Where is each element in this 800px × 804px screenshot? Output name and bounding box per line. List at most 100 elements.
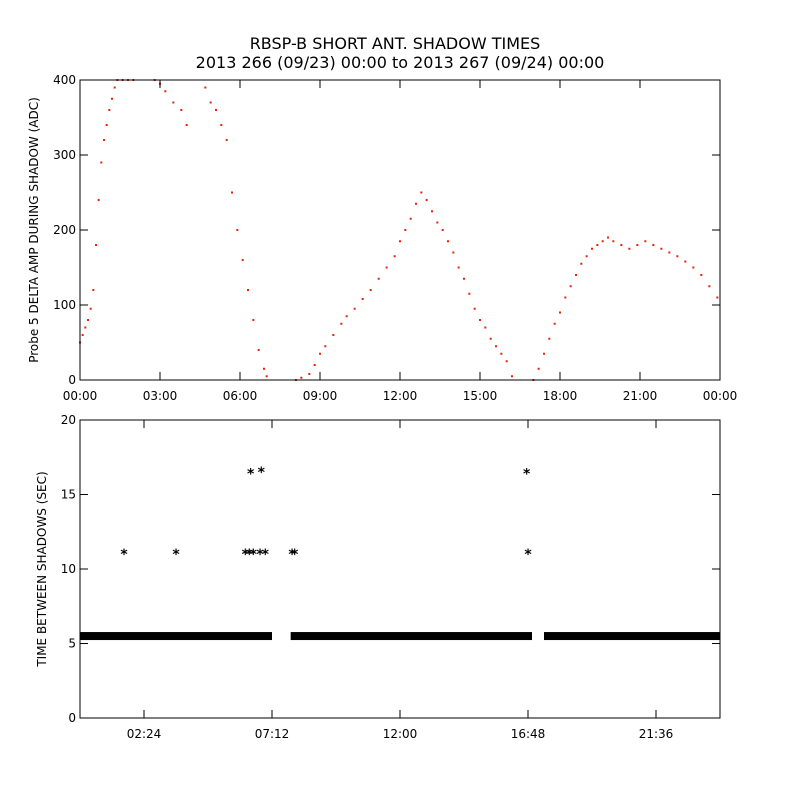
- top-panel-data-point: [473, 307, 476, 310]
- top-panel-data-point: [111, 97, 113, 100]
- top-panel-y-tick-label: 0: [68, 373, 76, 387]
- bottom-panel-y-tick-label: 15: [61, 488, 76, 502]
- top-panel-data-point: [81, 334, 84, 336]
- bottom-panel-y-tick-label: 10: [61, 562, 76, 576]
- bottom-panel-outlier-point: *: [246, 547, 254, 563]
- top-panel-data-point: [441, 229, 444, 231]
- top-panel-data-point: [172, 101, 175, 104]
- top-panel-data-point: [708, 285, 711, 288]
- bottom-panel-x-tick-label: 12:00: [383, 727, 418, 741]
- bottom-panel-outlier-point: *: [291, 547, 299, 563]
- top-panel-y-tick-label: 200: [53, 223, 76, 237]
- bottom-panel-baseline-points: [80, 632, 272, 641]
- bottom-panel-y-tick-label: 5: [68, 637, 76, 651]
- bottom-panel-outlier-point: *: [247, 467, 255, 483]
- top-panel-data-point: [97, 199, 100, 201]
- top-panel-data-point: [431, 210, 433, 213]
- bottom-panel-outlier-point: *: [250, 547, 258, 563]
- top-panel-x-tick-label: 06:00: [223, 389, 258, 403]
- top-panel-data-point: [436, 221, 439, 224]
- top-panel-data-point: [369, 289, 372, 291]
- top-panel-points: [79, 79, 719, 381]
- top-panel-data-point: [660, 247, 663, 250]
- top-panel-data-point: [324, 345, 327, 348]
- bottom-panel-outlier-point: *: [523, 467, 531, 483]
- top-panel-data-point: [511, 375, 513, 378]
- top-panel-data-point: [263, 367, 265, 370]
- top-panel-data-point: [409, 217, 412, 220]
- top-panel-y-axis-label: Probe 5 DELTA AMP DURING SHADOW (ADC): [27, 97, 41, 363]
- top-panel-data-point: [345, 315, 348, 318]
- top-panel-data-point: [692, 266, 695, 269]
- top-panel-data-point: [668, 251, 671, 254]
- top-panel-data-point: [585, 255, 588, 258]
- top-panel-data-point: [404, 229, 407, 231]
- top-panel-data-point: [225, 139, 228, 141]
- top-panel-data-point: [204, 86, 207, 89]
- top-panel-y-tick-label: 100: [53, 298, 76, 312]
- top-panel-data-point: [564, 296, 567, 299]
- top-panel-data-point: [495, 345, 497, 348]
- top-panel-data-point: [300, 376, 303, 379]
- top-panel-data-point: [308, 373, 311, 375]
- bottom-panel-x-tick-label: 02:24: [127, 727, 162, 741]
- top-panel-data-point: [319, 352, 321, 355]
- bottom-panel-outlier-point: *: [172, 547, 180, 563]
- top-panel-data-point: [247, 289, 249, 291]
- top-panel-data-point: [236, 229, 239, 231]
- bottom-panel-outlier-point: *: [256, 547, 264, 563]
- top-panel-data-point: [543, 352, 545, 355]
- top-panel-data-point: [84, 326, 87, 329]
- top-panel-data-point: [548, 337, 551, 340]
- top-panel-data-point: [231, 191, 233, 194]
- top-panel-data-point: [103, 139, 105, 141]
- top-panel-x-tick-label: 18:00: [543, 389, 578, 403]
- bottom-panel-outlier-point: *: [258, 465, 266, 481]
- top-panel-data-point: [505, 360, 508, 363]
- top-panel-data-point: [580, 262, 583, 265]
- top-panel-ticks: 00:00 03:00 06:00 09:00 12:00 15:00 18:00 21:00…: [53, 73, 737, 403]
- top-panel-data-point: [463, 277, 465, 280]
- top-panel-data-point: [100, 161, 103, 164]
- top-panel-data-point: [676, 255, 679, 258]
- top-panel-data-point: [425, 199, 428, 201]
- top-panel-data-point: [361, 298, 364, 300]
- top-panel-data-point: [313, 364, 316, 366]
- top-panel-data-point: [716, 296, 719, 299]
- top-panel-data-point: [164, 90, 167, 93]
- bottom-panel-y-tick-label: 0: [68, 711, 76, 725]
- top-panel-data-point: [87, 319, 89, 321]
- top-panel-data-point: [215, 109, 217, 111]
- top-panel-data-point: [489, 337, 492, 340]
- bottom-panel-outlier-point: *: [262, 547, 270, 563]
- bottom-panel-outlier-point: *: [242, 547, 250, 563]
- top-panel-data-point: [108, 109, 111, 111]
- top-panel-data-point: [537, 367, 540, 370]
- top-panel-data-point: [89, 307, 92, 310]
- top-panel: 00:00 03:00 06:00 09:00 12:00 15:00 18:00 21:00…: [27, 73, 737, 403]
- top-panel-x-tick-label: 12:00: [383, 389, 418, 403]
- top-panel-data-point: [252, 319, 255, 321]
- top-panel-data-point: [385, 266, 388, 269]
- bottom-panel-outlier-point: *: [120, 547, 128, 563]
- top-panel-data-point: [575, 274, 577, 276]
- top-panel-data-point: [591, 247, 593, 250]
- top-panel-data-point: [92, 289, 95, 291]
- top-panel-x-tick-label: 00:00: [63, 389, 98, 403]
- bottom-panel-frame: [79, 419, 721, 719]
- chart-title-line1: RBSP-B SHORT ANT. SHADOW TIMES: [250, 34, 541, 53]
- chart-title-line2: 2013 266 (09/23) 00:00 to 2013 267 (09/2…: [196, 53, 605, 72]
- top-panel-data-point: [209, 101, 212, 104]
- bottom-panel-baseline-points: [290, 632, 532, 641]
- top-panel-data-point: [500, 352, 503, 355]
- top-panel-data-point: [393, 255, 396, 258]
- bottom-panel-outlier-point: *: [524, 547, 532, 563]
- top-panel-data-point: [257, 349, 260, 351]
- top-panel-data-point: [559, 311, 561, 314]
- top-panel-y-tick-label: 300: [53, 148, 76, 162]
- bottom-panel-x-tick-label: 21:36: [639, 727, 674, 741]
- top-panel-x-tick-label: 03:00: [143, 389, 178, 403]
- top-panel-x-tick-label: 15:00: [463, 389, 498, 403]
- top-panel-data-point: [484, 326, 487, 329]
